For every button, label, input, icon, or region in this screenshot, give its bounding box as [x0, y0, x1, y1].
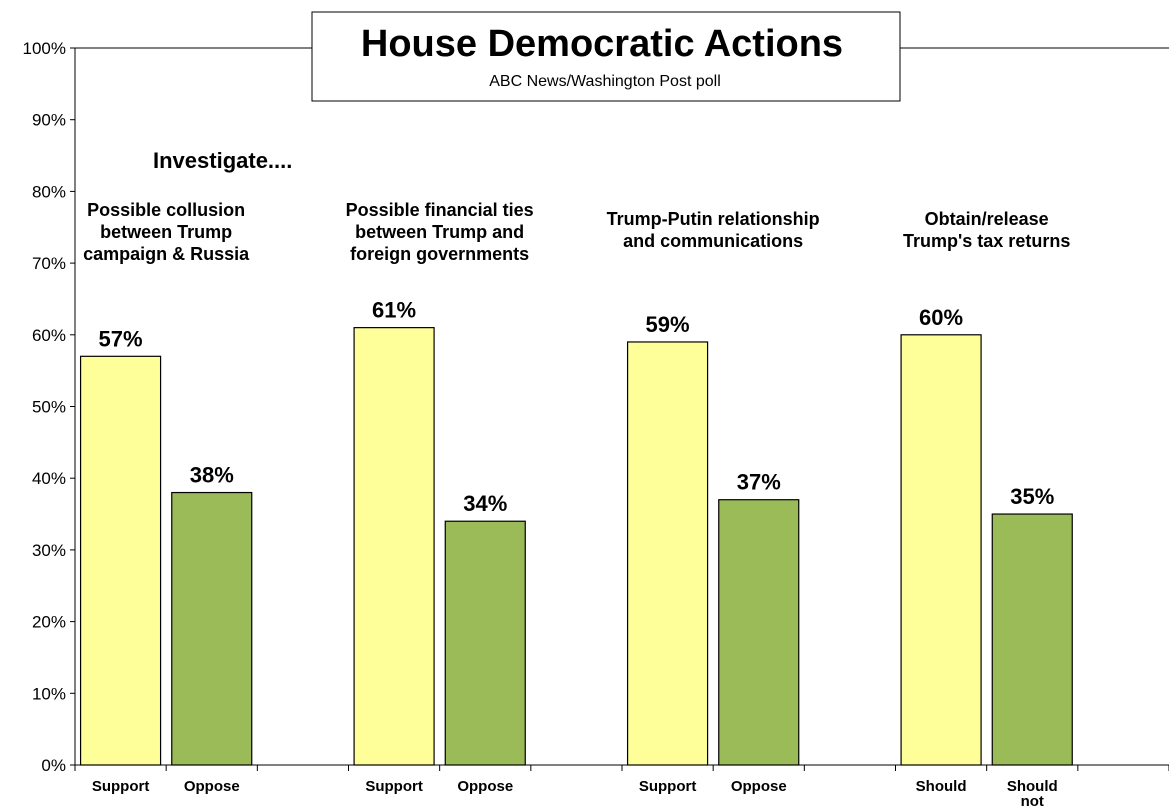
y-tick-label: 70%	[32, 254, 66, 273]
bar	[79, 355, 162, 766]
bar	[991, 513, 1073, 766]
x-tick-label: Should	[1007, 778, 1058, 795]
group-title-line: Obtain/release	[925, 209, 1049, 229]
y-tick-label: 0%	[41, 756, 66, 775]
data-label: 60%	[919, 305, 963, 330]
group-title-line: Possible collusion	[87, 200, 245, 220]
group-title-line: and communications	[623, 231, 803, 251]
y-tick-label: 20%	[32, 613, 66, 632]
bar	[353, 327, 435, 766]
y-tick-label: 100%	[23, 39, 66, 58]
chart-title: House Democratic Actions	[361, 23, 843, 65]
data-label: 34%	[463, 491, 507, 516]
data-label: 35%	[1010, 484, 1054, 509]
title-box: House Democratic Actions ABC News/Washin…	[311, 11, 901, 102]
x-tick-label: Support	[639, 778, 697, 795]
x-tick-label: not	[1021, 793, 1044, 810]
group-title-line: Possible financial ties	[346, 200, 534, 220]
x-tick-label: Support	[365, 778, 423, 795]
bar	[444, 520, 526, 766]
y-tick-label: 60%	[32, 326, 66, 345]
group-title-line: between Trump	[100, 222, 232, 242]
x-tick-label: Oppose	[457, 778, 513, 795]
bar	[718, 499, 800, 766]
x-tick-label: Should	[916, 778, 967, 795]
group-title-line: campaign & Russia	[83, 244, 250, 264]
group-title-line: Trump's tax returns	[903, 231, 1070, 251]
data-labels: 57% Support 38% Oppose 61% Support 34% Oppose 59…	[92, 298, 1058, 810]
bars	[79, 327, 1073, 766]
x-tick-label: Oppose	[184, 778, 240, 795]
bar	[626, 341, 709, 766]
bar	[171, 491, 253, 766]
y-tick-label: 30%	[32, 541, 66, 560]
y-tick-label: 90%	[32, 111, 66, 130]
group-title-line: foreign governments	[350, 244, 529, 264]
y-tick-label: 80%	[32, 182, 66, 201]
data-label: 38%	[190, 463, 234, 488]
data-label: 37%	[737, 470, 781, 495]
x-tick-label: Oppose	[731, 778, 787, 795]
group-title-line: Trump-Putin relationship	[607, 209, 820, 229]
title-box-frame	[311, 11, 901, 102]
annotation-investigate: Investigate....	[153, 148, 292, 173]
y-tick-label: 40%	[32, 469, 66, 488]
group-title-line: between Trump and	[355, 222, 524, 242]
chart-subtitle: ABC News/Washington Post poll	[489, 73, 721, 90]
y-tick-label: 10%	[32, 684, 66, 703]
y-tick-label: 50%	[32, 398, 66, 417]
bar	[900, 334, 982, 766]
data-label: 61%	[372, 298, 416, 323]
data-label: 59%	[646, 312, 690, 337]
axes: 0% 10% 20% 30% 40% 50% 60% 70% 80% 90% 100%	[23, 39, 1169, 775]
x-tick-label: Support	[92, 778, 150, 795]
data-label: 57%	[99, 326, 143, 351]
